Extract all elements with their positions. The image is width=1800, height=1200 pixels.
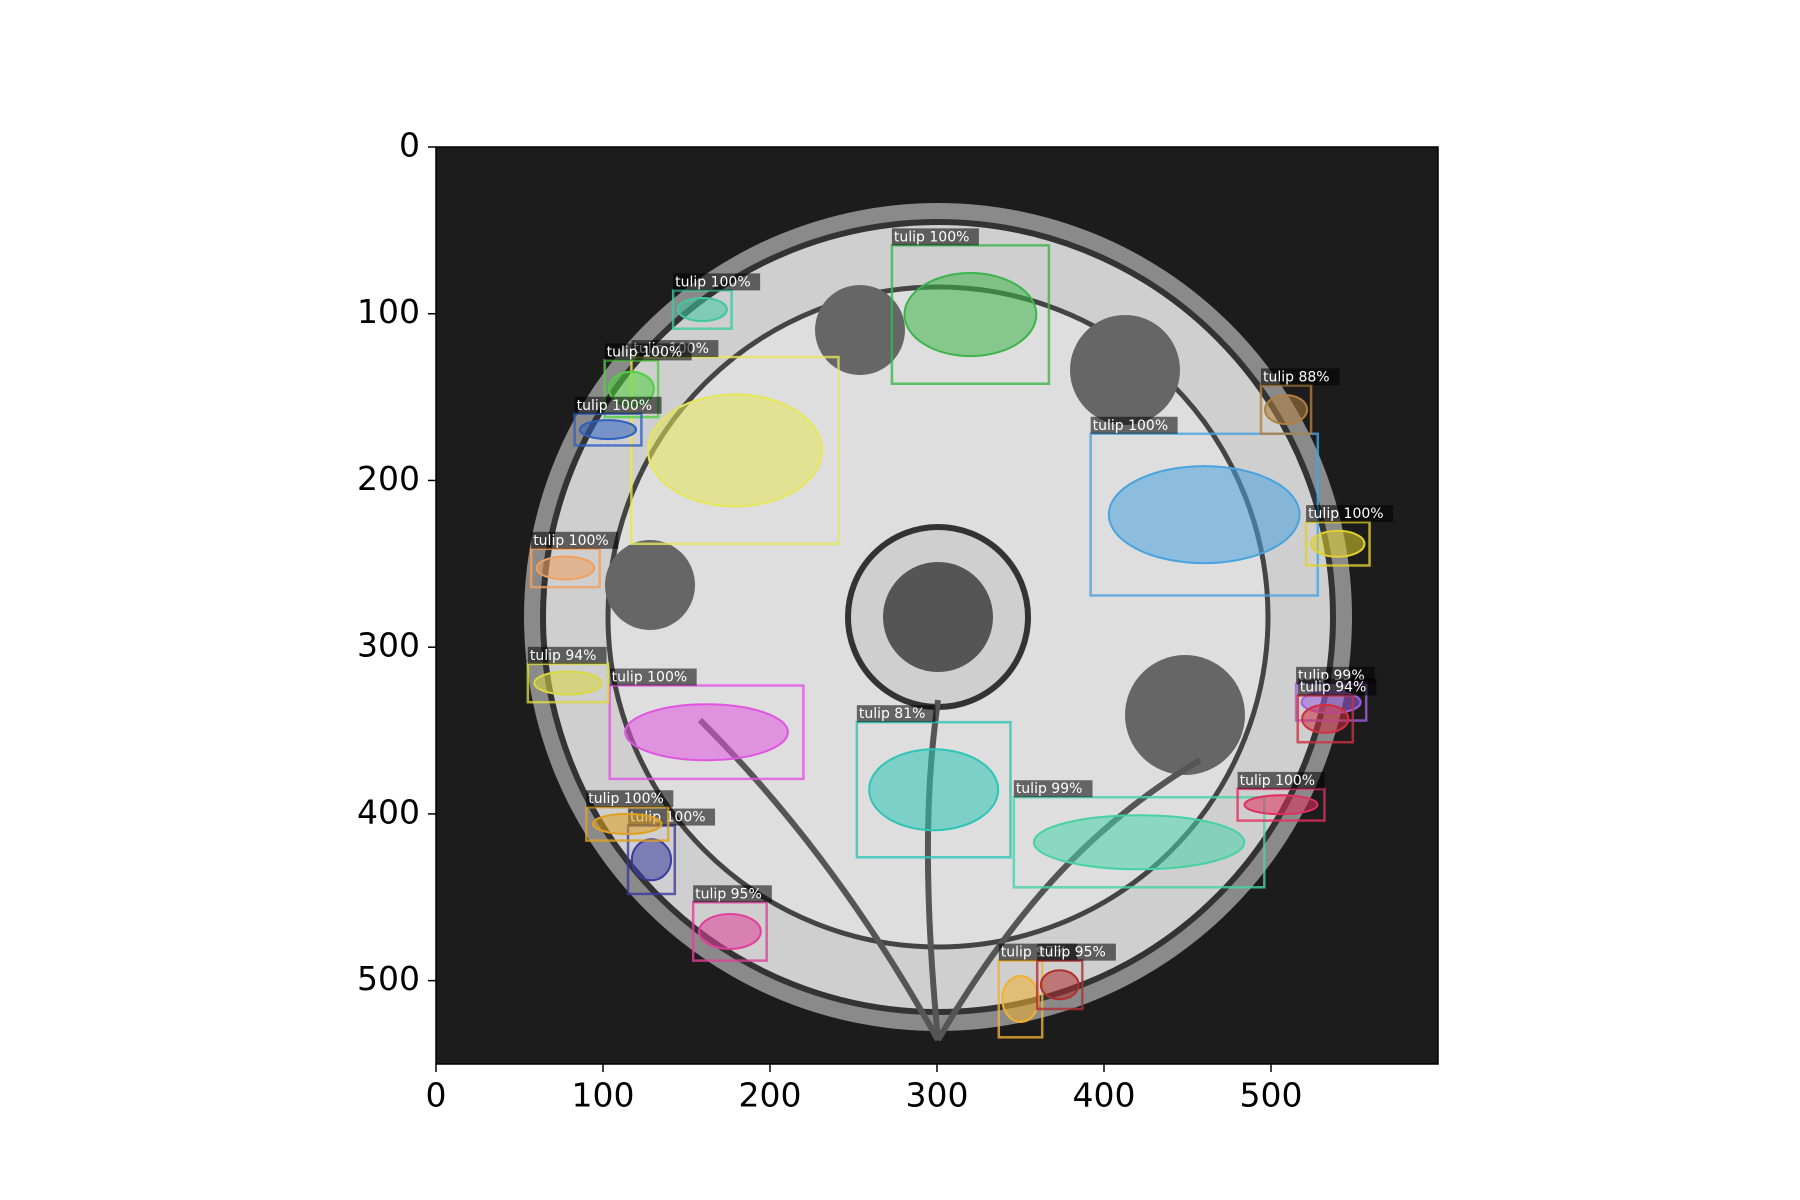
label-background <box>527 646 607 664</box>
detection-label: tulip 100% <box>894 229 970 245</box>
y-tick-label: 300 <box>357 626 420 665</box>
label-background <box>1037 943 1116 961</box>
x-tick-label: 0 <box>426 1076 447 1115</box>
detection-label: tulip 94% <box>1300 680 1367 696</box>
detection-box <box>630 355 840 546</box>
label-background <box>531 531 619 549</box>
detection-label: tulip 100% <box>588 791 664 807</box>
label-background <box>609 668 697 686</box>
detection-box <box>1012 795 1266 889</box>
mask <box>1310 529 1366 558</box>
mask <box>624 703 789 762</box>
detection-label: tulip 94% <box>530 648 597 664</box>
label-background <box>1260 368 1340 386</box>
y-tick-label: 200 <box>357 459 420 498</box>
mask <box>1107 465 1301 565</box>
mask <box>578 419 638 441</box>
label-background <box>604 343 692 361</box>
y-tick-label: 0 <box>399 126 420 165</box>
x-tick-label: 500 <box>1240 1076 1303 1115</box>
detection-label: tulip 99% <box>1016 781 1083 797</box>
mask <box>1243 794 1319 816</box>
detection-label: tulip 81% <box>859 706 926 722</box>
mask <box>1263 394 1309 426</box>
mask <box>591 812 663 835</box>
mask <box>646 393 823 508</box>
label-background <box>586 790 674 808</box>
detection-label: tulip 88% <box>1263 369 1330 385</box>
mask <box>630 838 673 882</box>
detection-label: tulip 100% <box>1093 418 1169 434</box>
detection-label: tulip 95% <box>1039 945 1106 961</box>
detection-label: tulip 100% <box>1308 506 1384 522</box>
label-background <box>1090 416 1178 434</box>
mask <box>868 748 1000 832</box>
mask <box>903 272 1038 358</box>
mask <box>698 912 762 950</box>
detection-label: tulip 100% <box>612 670 688 686</box>
x-tick-label: 200 <box>739 1076 802 1115</box>
label-background <box>693 885 772 903</box>
x-tick-label: 400 <box>1073 1076 1136 1115</box>
flower <box>1125 655 1245 775</box>
detection-label: tulip 100% <box>533 533 609 549</box>
label-background <box>673 273 761 291</box>
y-tick-label: 100 <box>357 292 420 331</box>
detection-label: tulip 100% <box>1240 773 1316 789</box>
detection-label: tulip 100% <box>675 274 751 290</box>
label-background <box>891 228 979 246</box>
flower <box>1070 315 1180 425</box>
x-tick-label: 300 <box>906 1076 969 1115</box>
rosette-core <box>883 562 993 672</box>
mask <box>533 670 603 696</box>
y-tick-label: 500 <box>357 959 420 998</box>
mask <box>535 555 596 581</box>
detection-label: tulip 100% <box>607 344 683 360</box>
mask <box>1001 974 1040 1023</box>
mask <box>1032 814 1246 871</box>
label-background <box>574 396 662 414</box>
label-background <box>856 705 936 723</box>
mask <box>1301 703 1350 734</box>
detection-label: tulip 95% <box>695 886 762 902</box>
flower <box>605 540 695 630</box>
label-background <box>1306 505 1394 523</box>
mask <box>676 297 728 323</box>
detection-box <box>608 684 805 781</box>
mask <box>1039 969 1080 1001</box>
x-tick-label: 100 <box>572 1076 635 1115</box>
label-background <box>1013 780 1093 798</box>
y-tick-label: 400 <box>357 792 420 831</box>
label-background <box>1297 678 1377 696</box>
detection-label: tulip 100% <box>577 398 653 414</box>
flower <box>815 285 905 375</box>
detections: tulip 100% tulip 100% tulip 100% tulip 100%… <box>526 228 1394 1039</box>
label-background <box>1237 771 1325 789</box>
